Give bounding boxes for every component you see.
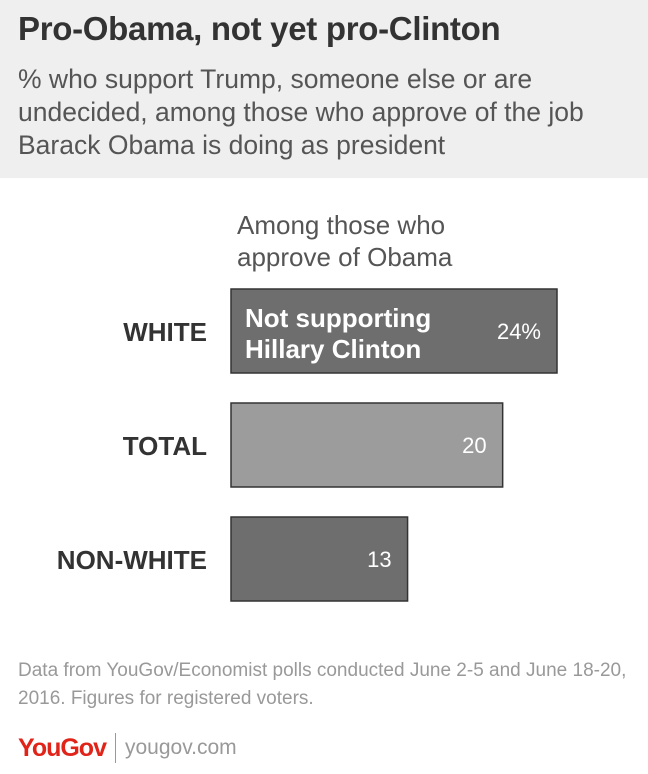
source-note: Data from YouGov/Economist polls conduct… [18, 660, 627, 709]
bar-white [230, 288, 558, 374]
category-label-total: TOTAL [123, 431, 207, 461]
bar-total [230, 402, 504, 488]
chart-title: Pro-Obama, not yet pro-Clinton [18, 10, 501, 47]
bar-non-white [230, 516, 409, 602]
brand-footer: YouGov yougov.com [18, 728, 237, 768]
category-label-white: WHITE [123, 317, 207, 347]
value-label-total: 20 [462, 433, 486, 458]
column-header: Among those who approve of Obama [237, 210, 453, 272]
value-label-non-white: 13 [367, 547, 391, 572]
category-label-non-white: NON-WHITE [57, 545, 207, 575]
brand-divider [114, 733, 116, 763]
chart-subtitle: % who support Trump, someone else or are… [18, 64, 584, 160]
series-label: Not supporting Hillary Clinton [245, 303, 431, 364]
website-link[interactable]: yougov.com [124, 736, 237, 759]
header-band: Pro-Obama, not yet pro-Clinton % who sup… [0, 0, 648, 178]
yougov-logo: YouGov [18, 733, 107, 762]
value-label-white: 24% [497, 319, 541, 344]
bar-chart: Among those who approve of Obama WHITE 24% T… [57, 210, 558, 602]
